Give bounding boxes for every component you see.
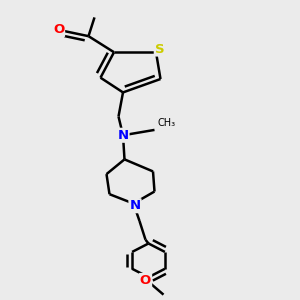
Text: CH₃: CH₃ xyxy=(158,118,175,128)
Text: S: S xyxy=(155,43,164,56)
Text: O: O xyxy=(140,274,151,287)
Text: N: N xyxy=(129,199,141,212)
Text: O: O xyxy=(53,23,64,36)
Text: N: N xyxy=(117,129,129,142)
